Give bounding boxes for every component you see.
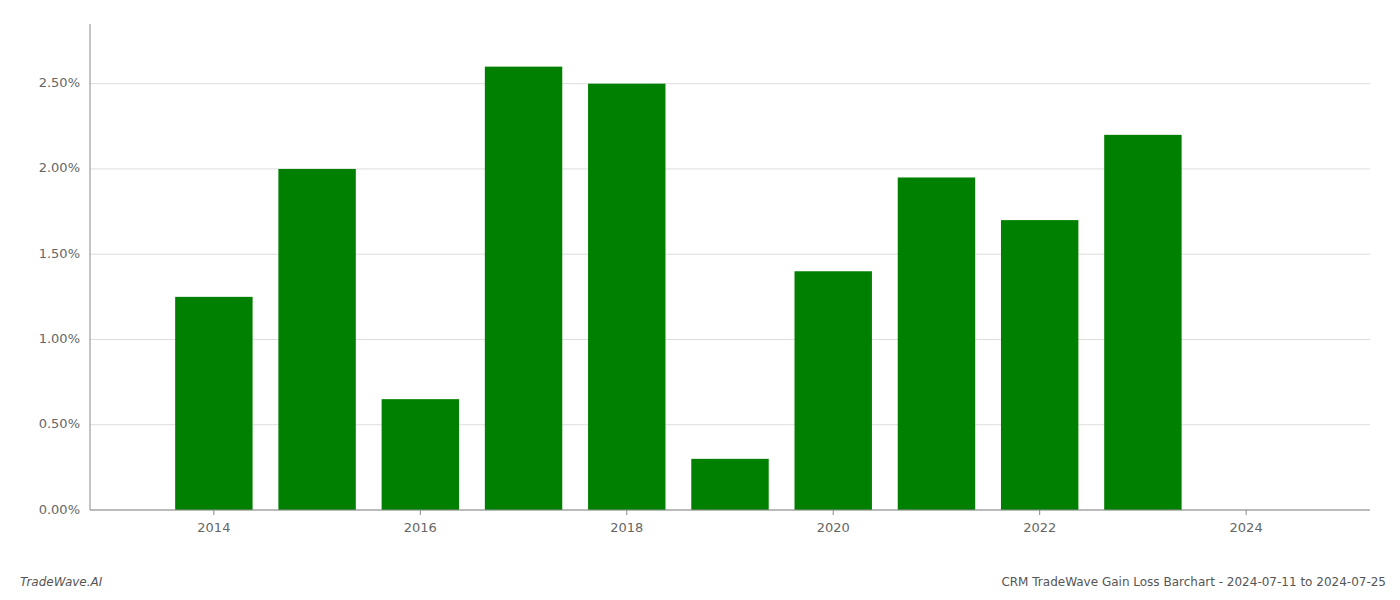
bar xyxy=(898,177,975,510)
grid-line xyxy=(90,510,1370,511)
y-tick-label: 2.50% xyxy=(39,75,80,90)
grid-line xyxy=(90,83,1370,84)
y-tick-label: 1.50% xyxy=(39,246,80,261)
x-tick xyxy=(1246,510,1247,515)
bars xyxy=(175,67,1181,510)
x-tick xyxy=(420,510,421,515)
grid xyxy=(90,84,1370,510)
x-axis-line xyxy=(90,510,1370,511)
y-tick-label: 0.00% xyxy=(39,502,80,517)
y-tick-label: 1.00% xyxy=(39,331,80,346)
bar xyxy=(175,297,252,510)
bar xyxy=(382,399,459,510)
bar xyxy=(1001,220,1078,510)
bar xyxy=(588,84,665,510)
x-tick xyxy=(833,510,834,515)
footer-right: CRM TradeWave Gain Loss Barchart - 2024-… xyxy=(1001,575,1386,589)
x-tick xyxy=(626,510,627,515)
chart: 0.00% 0.50% 1.00% 1.50% 2.00% 2.50% 2014 2016 20… xyxy=(0,0,1400,600)
x-tick-label: 2016 xyxy=(404,520,437,535)
x-tick-label: 2024 xyxy=(1230,520,1263,535)
y-tick-label: 0.50% xyxy=(39,416,80,431)
x-tick-label: 2014 xyxy=(197,520,230,535)
y-tick-label: 2.00% xyxy=(39,160,80,175)
bar xyxy=(691,459,768,510)
x-tick-label: 2018 xyxy=(610,520,643,535)
y-axis-line xyxy=(90,24,91,510)
x-tick xyxy=(1039,510,1040,515)
x-tick xyxy=(213,510,214,515)
bar xyxy=(485,67,562,510)
bar xyxy=(795,271,872,510)
footer-left: TradeWave.AI xyxy=(20,575,103,589)
bar xyxy=(1104,135,1181,510)
x-tick-label: 2022 xyxy=(1023,520,1056,535)
x-tick-label: 2020 xyxy=(817,520,850,535)
bar xyxy=(278,169,355,510)
